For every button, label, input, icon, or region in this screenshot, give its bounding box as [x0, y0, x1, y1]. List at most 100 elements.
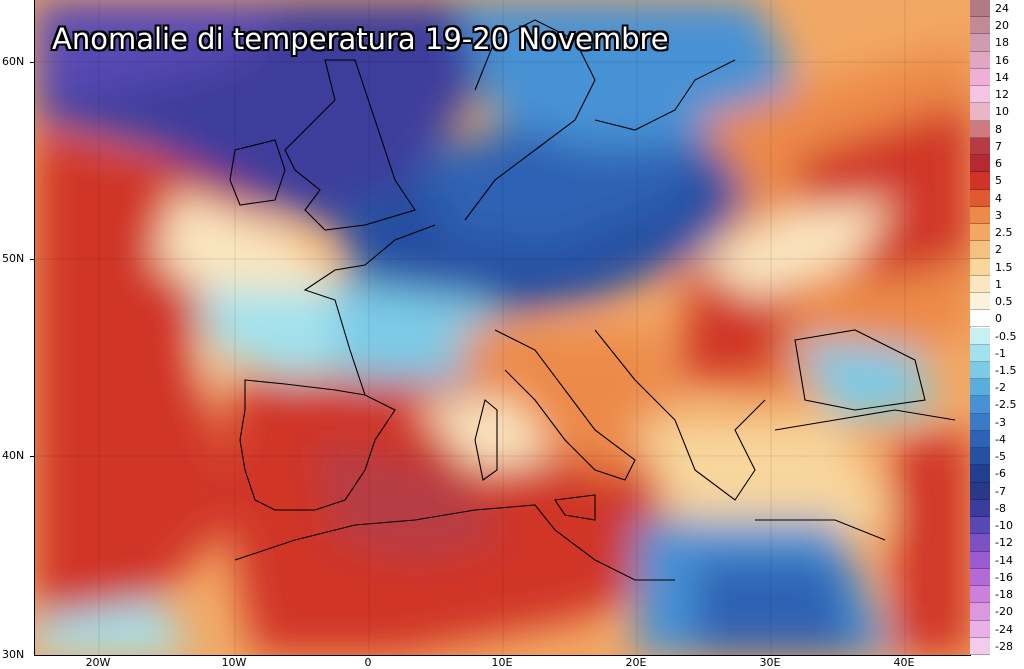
- legend-entry: -14: [970, 551, 1024, 569]
- legend-label: 16: [995, 53, 1009, 67]
- legend-entry: 6: [970, 155, 1024, 173]
- lat-tick: [30, 259, 35, 260]
- legend-label: 4: [995, 191, 1002, 205]
- legend-label: -2: [995, 381, 1006, 395]
- legend-label: -1.5: [995, 363, 1017, 377]
- legend-swatch: [970, 120, 990, 138]
- legend-label: 20: [995, 19, 1009, 33]
- legend-label: 1.5: [995, 260, 1013, 274]
- lat-tick: [30, 62, 35, 63]
- legend-label: -8: [995, 501, 1006, 515]
- legend-swatch: [970, 34, 990, 52]
- legend-swatch: [970, 189, 990, 207]
- legend-entry: -1.5: [970, 361, 1024, 380]
- legend-label: -12: [995, 536, 1013, 550]
- legend-entry: -10: [970, 517, 1024, 535]
- legend-entry: 2.5: [970, 224, 1024, 242]
- legend-entry: 8: [970, 120, 1024, 138]
- legend-entry: 20: [970, 17, 1024, 35]
- lat-label-40n: 40N: [2, 449, 25, 462]
- legend-swatch: [970, 137, 990, 156]
- legend-label: 12: [995, 88, 1009, 102]
- legend-swatch: [970, 310, 990, 328]
- legend-label: -1: [995, 346, 1006, 360]
- legend-swatch: [970, 344, 990, 362]
- legend-entry: 4: [970, 189, 1024, 207]
- legend-swatch: [970, 275, 990, 294]
- legend-swatch: [970, 68, 990, 87]
- legend-entry: -4: [970, 430, 1024, 449]
- legend-label: -6: [995, 467, 1006, 481]
- legend-swatch: [970, 534, 990, 552]
- legend-label: -4: [995, 432, 1006, 446]
- legend-swatch: [970, 293, 990, 311]
- legend-entry: -24: [970, 620, 1024, 638]
- map-panel: [34, 0, 971, 656]
- legend-label: 10: [995, 105, 1009, 119]
- legend-swatch: [970, 482, 990, 500]
- legend-swatch: [970, 103, 990, 121]
- colorbar-legend: 24 20 18 16 14 12 10 8 7 6 5 4 3 2.5 2 1.5 1 0.5 0 -0.5 -1 -1…: [970, 0, 1024, 655]
- legend-entry: -2.5: [970, 396, 1024, 414]
- legend-entry: -20: [970, 603, 1024, 621]
- legend-entry: 0.5: [970, 293, 1024, 311]
- lat-label-50n: 50N: [2, 252, 25, 265]
- legend-swatch: [970, 224, 990, 242]
- legend-entry: 1: [970, 275, 1024, 294]
- legend-label: 18: [995, 36, 1009, 50]
- legend-label: 14: [995, 70, 1009, 84]
- legend-swatch: [970, 241, 990, 259]
- legend-label: -3: [995, 415, 1006, 429]
- legend-swatch: [970, 155, 990, 173]
- lon-label-30e: 30E: [759, 656, 781, 669]
- legend-swatch: [970, 172, 990, 190]
- legend-entry: -18: [970, 586, 1024, 604]
- legend-entry: -16: [970, 568, 1024, 587]
- lat-tick: [30, 456, 35, 457]
- legend-swatch: [970, 17, 990, 35]
- legend-entry: 3: [970, 206, 1024, 225]
- anomaly-field: [35, 0, 971, 655]
- legend-swatch: [970, 51, 990, 69]
- legend-label: 8: [995, 122, 1002, 136]
- legend-swatch: [970, 327, 990, 345]
- legend-swatch: [970, 206, 990, 225]
- legend-entry: -0.5: [970, 327, 1024, 345]
- legend-entry: -2: [970, 379, 1024, 397]
- legend-entry: 24: [970, 0, 1024, 18]
- graticule: [35, 0, 971, 655]
- legend-swatch: [970, 361, 990, 380]
- legend-entry: 18: [970, 34, 1024, 52]
- legend-label: -20: [995, 605, 1013, 619]
- legend-label: 6: [995, 157, 1002, 171]
- legend-swatch: [970, 465, 990, 483]
- legend-swatch: [970, 603, 990, 621]
- legend-entry: 12: [970, 86, 1024, 104]
- legend-label: -14: [995, 553, 1013, 567]
- legend-label: -16: [995, 570, 1013, 584]
- legend-label: 7: [995, 139, 1002, 153]
- legend-label: 2.5: [995, 226, 1013, 240]
- legend-entry: -1: [970, 344, 1024, 362]
- legend-label: -24: [995, 622, 1013, 636]
- legend-swatch: [970, 637, 990, 655]
- legend-entry: -3: [970, 413, 1024, 431]
- legend-swatch: [970, 499, 990, 518]
- legend-swatch: [970, 517, 990, 535]
- legend-swatch: [970, 448, 990, 466]
- legend-swatch: [970, 430, 990, 449]
- legend-swatch: [970, 620, 990, 638]
- legend-swatch: [970, 568, 990, 587]
- lat-label-30n: 30N: [2, 648, 25, 661]
- legend-entry: -8: [970, 499, 1024, 518]
- legend-entry: 16: [970, 51, 1024, 69]
- legend-label: -7: [995, 484, 1006, 498]
- lon-label-10e: 10E: [491, 656, 513, 669]
- legend-entry: 7: [970, 137, 1024, 156]
- legend-label: -10: [995, 519, 1013, 533]
- legend-entry: 10: [970, 103, 1024, 121]
- legend-entry: -28: [970, 637, 1024, 655]
- legend-swatch: [970, 258, 990, 276]
- legend-entry: -6: [970, 465, 1024, 483]
- legend-label: 0.5: [995, 295, 1013, 309]
